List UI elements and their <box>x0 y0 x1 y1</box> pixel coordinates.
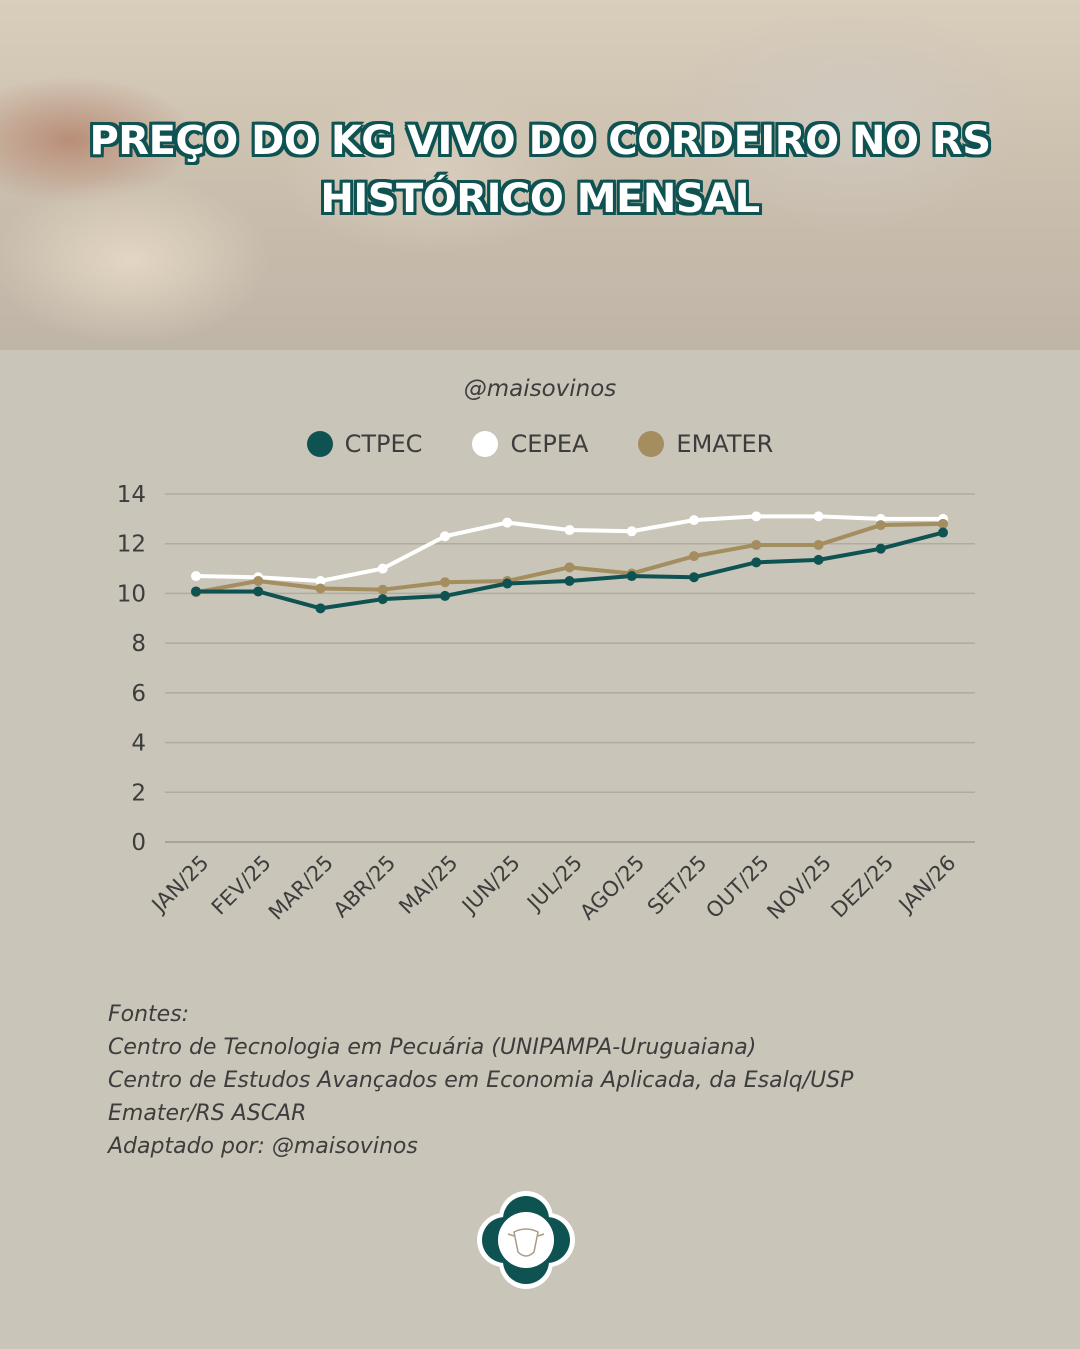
x-tick-label: MAI/25 <box>394 851 462 919</box>
data-point-ctpec <box>253 586 264 597</box>
y-tick-label: 6 <box>131 681 146 707</box>
data-point-ctpec <box>564 576 575 586</box>
x-tick-label: JUN/25 <box>456 851 525 920</box>
data-point-ctpec <box>751 557 762 568</box>
x-tick-label: ABR/25 <box>329 851 401 923</box>
data-point-cepea <box>502 517 513 528</box>
data-point-emater <box>938 518 948 529</box>
legend-marker <box>306 431 333 457</box>
y-tick-label: 0 <box>131 830 146 856</box>
data-point-emater <box>564 562 575 573</box>
chart-legend: CTPEC CEPEA EMATER <box>0 430 1080 458</box>
chart-handle: @maisovinos <box>463 376 617 402</box>
data-point-cepea <box>315 576 326 586</box>
y-tick-label: 14 <box>117 482 146 508</box>
data-point-cepea <box>626 526 637 537</box>
legend-item-cepea: CEPEA <box>472 430 588 458</box>
data-point-emater <box>377 584 388 595</box>
data-point-ctpec <box>626 571 637 582</box>
data-point-cepea <box>689 515 699 526</box>
data-point-cepea <box>377 563 388 574</box>
line-chart: 02468101214JAN/25FEV/25MAR/25ABR/25MAI/2… <box>117 482 975 925</box>
x-tick-label: AGO/25 <box>575 851 649 925</box>
data-point-ctpec <box>875 543 886 554</box>
x-tick-label: JAN/26 <box>893 851 961 919</box>
data-point-ctpec <box>315 603 326 614</box>
data-point-ctpec <box>502 578 513 589</box>
legend-marker <box>472 431 499 457</box>
y-tick-label: 12 <box>117 532 146 558</box>
source-line: Adaptado por: @maisovinos <box>108 1134 418 1159</box>
legend-label: CTPEC <box>344 430 423 458</box>
legend-marker <box>638 431 665 457</box>
data-point-ctpec <box>938 527 948 538</box>
source-line: Emater/RS ASCAR <box>108 1101 307 1126</box>
y-tick-label: 2 <box>131 780 146 806</box>
data-point-cepea <box>751 511 762 522</box>
data-point-ctpec <box>813 554 824 565</box>
legend-item-ctpec: CTPEC <box>306 430 423 458</box>
header-photo-sheep <box>0 0 1080 350</box>
legend-label: EMATER <box>676 430 774 458</box>
sources-block: Fontes: Centro de Tecnologia em Pecuária… <box>108 998 853 1163</box>
y-tick-label: 8 <box>131 631 146 657</box>
data-point-emater <box>253 576 264 586</box>
data-point-cepea <box>813 511 824 522</box>
x-tick-label: MAR/25 <box>264 851 338 925</box>
data-point-ctpec <box>689 572 699 583</box>
x-tick-label: NOV/25 <box>762 851 836 925</box>
data-point-ctpec <box>191 586 201 597</box>
y-tick-label: 4 <box>131 731 146 757</box>
data-point-emater <box>875 520 886 531</box>
x-tick-label: SET/25 <box>643 851 712 920</box>
data-point-emater <box>315 583 326 594</box>
page-title: PREÇO DO KG VIVO DO CORDEIRO NO RS <box>89 118 991 164</box>
page-subtitle: HISTÓRICO MENSAL <box>320 176 760 222</box>
data-point-emater <box>751 539 762 550</box>
legend-item-emater: EMATER <box>638 430 773 458</box>
legend-label: CEPEA <box>510 430 589 458</box>
data-point-cepea <box>440 531 450 542</box>
sources-heading: Fontes: <box>108 1002 190 1027</box>
x-tick-label: OUT/25 <box>701 851 774 924</box>
data-point-emater <box>813 539 824 550</box>
data-point-cepea <box>564 525 575 536</box>
y-tick-label: 10 <box>117 581 146 607</box>
x-tick-label: DEZ/25 <box>826 851 898 923</box>
sheep-logo <box>477 1191 575 1289</box>
source-line: Centro de Tecnologia em Pecuária (UNIPAM… <box>108 1035 757 1060</box>
data-point-ctpec <box>377 594 388 605</box>
x-tick-label: JAN/25 <box>146 851 214 919</box>
data-point-cepea <box>191 571 201 582</box>
source-line: Centro de Estudos Avançados em Economia … <box>108 1068 854 1093</box>
data-point-emater <box>440 577 450 588</box>
data-point-ctpec <box>440 590 450 601</box>
data-point-emater <box>689 551 699 562</box>
